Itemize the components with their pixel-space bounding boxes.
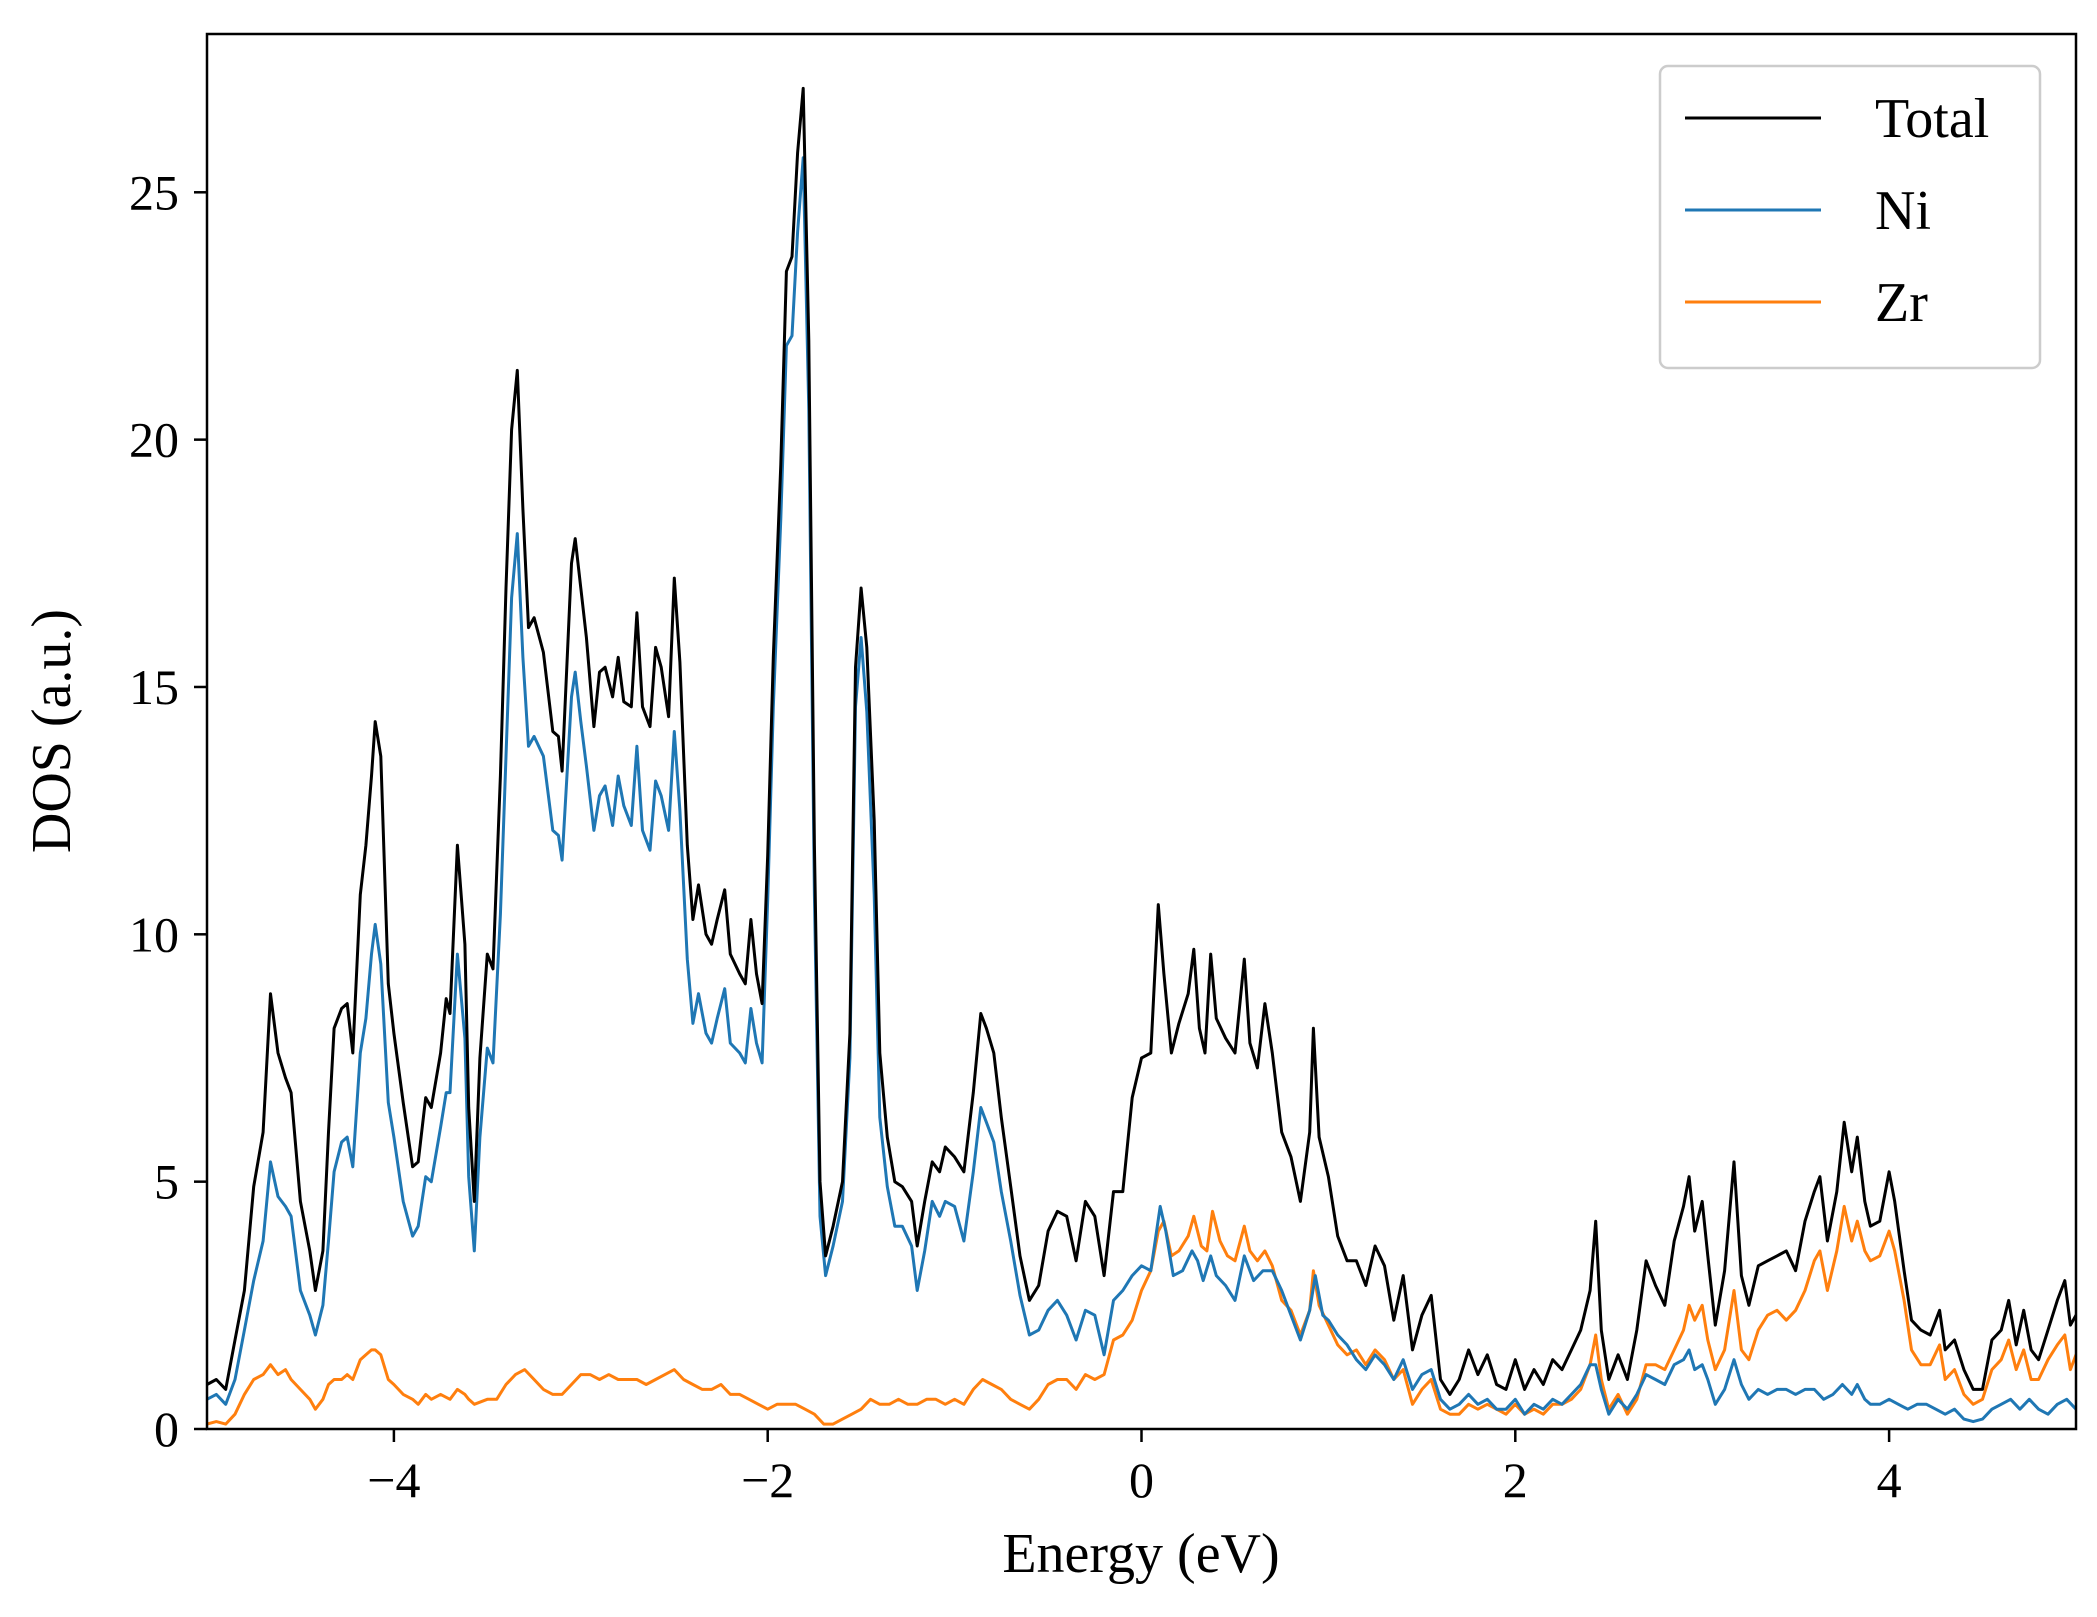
y-tick-label: 10 <box>129 906 179 962</box>
x-tick-label: 2 <box>1503 1452 1528 1508</box>
legend: Total Ni Zr <box>1658 64 2042 370</box>
y-axis-label: DOS (a.u.) <box>21 609 83 853</box>
legend-label-total: Total <box>1875 88 1989 150</box>
legend-label-zr: Zr <box>1875 272 1928 334</box>
x-tick-label: −2 <box>741 1452 794 1508</box>
x-axis-label: Energy (eV) <box>1002 1523 1279 1585</box>
legend-label-ni: Ni <box>1875 180 1931 242</box>
x-axis: −4 −2 0 2 4 <box>367 1429 1902 1508</box>
y-tick-label: 5 <box>154 1154 179 1210</box>
series-line-total <box>207 86 2076 1396</box>
legend-box <box>1658 64 2042 370</box>
x-tick-label: −4 <box>367 1452 420 1508</box>
x-tick-label: 0 <box>1129 1452 1154 1508</box>
y-tick-label: 20 <box>129 412 179 468</box>
x-tick-label: 4 <box>1877 1452 1902 1508</box>
y-tick-label: 25 <box>129 164 179 220</box>
y-tick-label: 15 <box>129 659 179 715</box>
y-axis: 0 5 10 15 20 25 <box>129 164 207 1457</box>
series-line-ni <box>207 156 2076 1424</box>
y-tick-label: 0 <box>154 1401 179 1457</box>
series-layer <box>207 86 2076 1426</box>
series-line-zr <box>207 1204 2076 1426</box>
